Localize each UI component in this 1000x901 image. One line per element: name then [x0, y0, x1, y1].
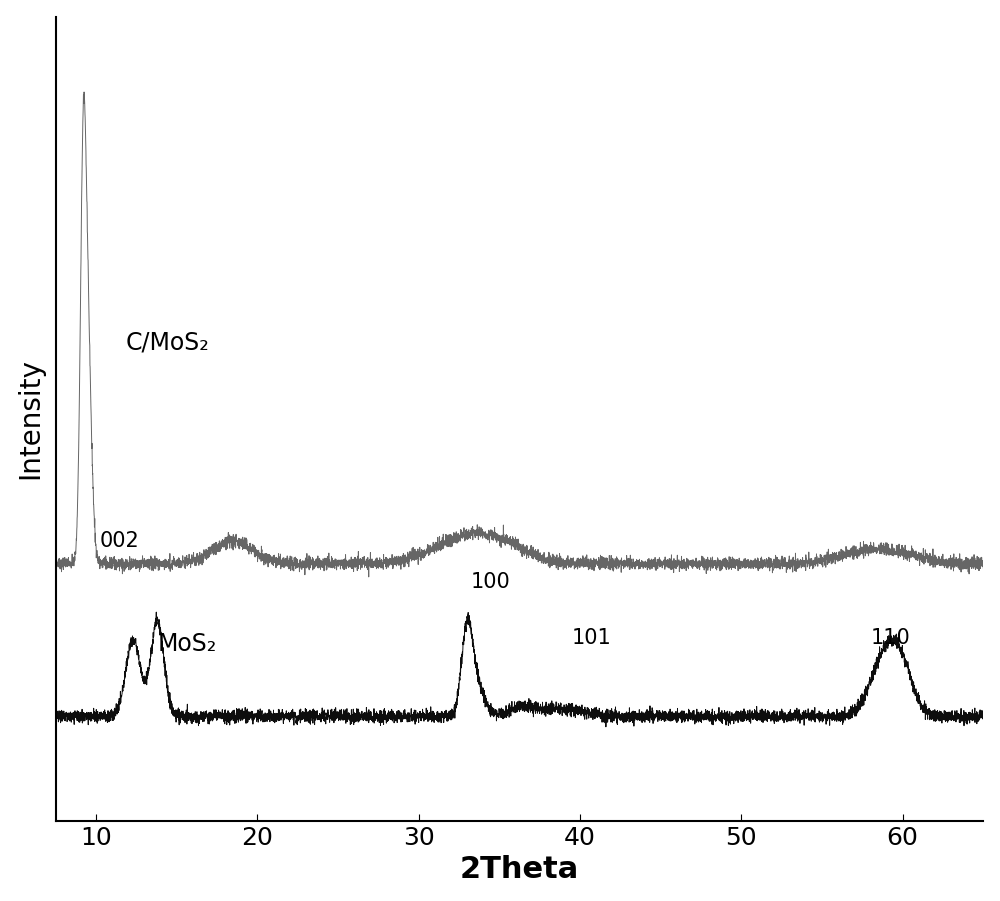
- Text: MoS₂: MoS₂: [157, 632, 217, 656]
- Text: 100: 100: [470, 572, 510, 592]
- Text: 002: 002: [99, 532, 139, 551]
- Text: 110: 110: [870, 628, 910, 648]
- Y-axis label: Intensity: Intensity: [17, 359, 45, 479]
- X-axis label: 2Theta: 2Theta: [460, 855, 579, 885]
- Text: 101: 101: [572, 628, 612, 648]
- Text: C/MoS₂: C/MoS₂: [125, 331, 209, 354]
